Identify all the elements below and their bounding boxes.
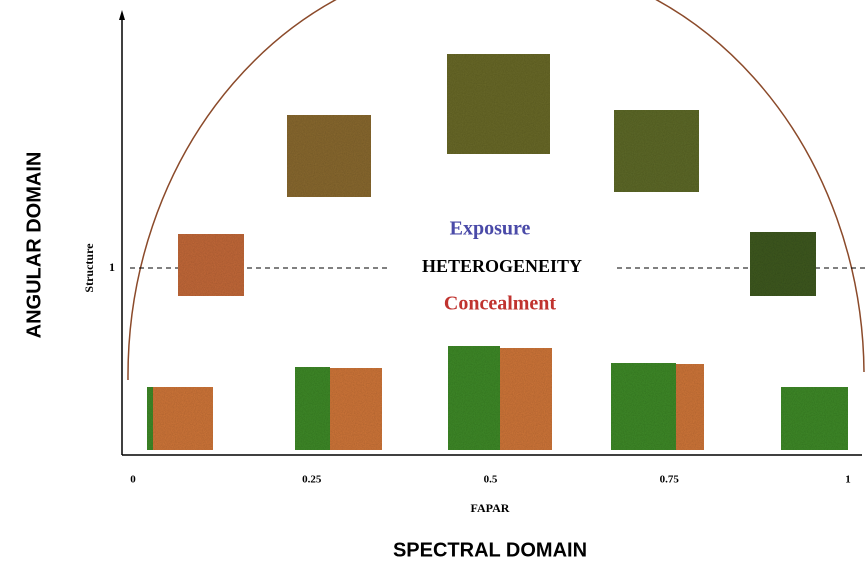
sample — [750, 232, 816, 296]
x-tick-label: 0.25 — [302, 474, 322, 486]
x-tick-label: 0.5 — [484, 474, 498, 486]
green-bar — [611, 363, 676, 450]
green-bar — [781, 387, 848, 450]
green-bar — [147, 387, 153, 450]
x-tick-label: 0.75 — [660, 474, 680, 486]
orange-bar — [153, 387, 213, 450]
green-bar — [448, 346, 500, 450]
y-arrow — [119, 10, 125, 20]
y-title: ANGULAR DOMAIN — [23, 152, 45, 339]
green-bar — [295, 367, 330, 450]
x-tick-label: 1 — [845, 474, 851, 486]
y-label: Structure — [82, 243, 96, 293]
x-label: FAPAR — [471, 501, 510, 515]
annotation: Exposure — [450, 218, 531, 240]
orange-bar — [676, 364, 704, 450]
x-ticks: 0 0.25 0.5 0.75 1 — [130, 474, 851, 486]
canopy-samples — [147, 54, 848, 450]
orange-bar — [500, 348, 552, 450]
x-title: SPECTRAL DOMAIN — [393, 539, 587, 561]
y-tick-label: 1 — [109, 260, 115, 274]
sample — [614, 110, 699, 192]
annotation: HETEROGENEITY — [422, 256, 582, 276]
diagram: ANGULAR DOMAIN Structure 1 Exposure HETE… — [0, 0, 865, 567]
sample — [287, 115, 371, 197]
sample — [178, 234, 244, 296]
x-tick-label: 0 — [130, 474, 136, 486]
sample — [447, 54, 550, 154]
orange-bar — [330, 368, 382, 450]
annotation: Concealment — [444, 293, 557, 315]
